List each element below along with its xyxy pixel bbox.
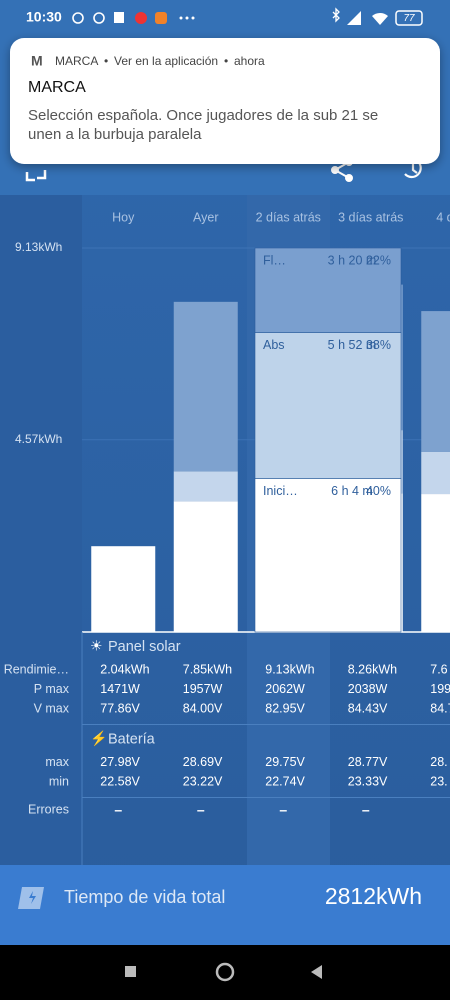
separator: • — [104, 54, 108, 68]
x-tick-label: 4 días — [436, 210, 450, 224]
nav-bar — [0, 945, 450, 1000]
footer-bar — [0, 865, 450, 945]
battery-level: 77 — [403, 13, 415, 24]
cell: 7.6 — [430, 662, 447, 676]
cell: 28.77V — [348, 755, 388, 769]
popup-duration: 5 h 52 m — [328, 338, 377, 352]
popup-segment — [254, 478, 402, 633]
chart: 4.57kWh 9.13kWh Hoy Ayer 2 días atrás 3 días … — [15, 210, 450, 633]
cell: 23. — [430, 774, 447, 788]
y-tick-label: 9.13kWh — [15, 240, 62, 254]
popup-phase: Abs — [263, 338, 285, 352]
cell: – — [197, 802, 205, 818]
cell: 22.58V — [100, 774, 140, 788]
back-button[interactable] — [311, 965, 322, 979]
bar-segment — [91, 546, 156, 632]
popup-phase: Fl… — [263, 253, 286, 267]
cell: 8.26kWh — [348, 662, 397, 676]
section-icon: ☀ — [90, 638, 103, 654]
popup-percent: 22% — [366, 253, 391, 267]
popup-phase: Inici… — [263, 484, 298, 498]
cell: 7.85kWh — [183, 662, 232, 676]
cell: – — [362, 802, 370, 818]
cell: 27.98V — [100, 755, 140, 769]
home-button[interactable] — [215, 962, 235, 982]
cell: 1471W — [100, 682, 140, 696]
bar-segment — [173, 471, 238, 502]
separator: • — [224, 54, 228, 68]
cell: 23.22V — [183, 774, 223, 788]
recents-button[interactable] — [125, 966, 136, 977]
footer-label: Tiempo de vida total — [64, 887, 225, 907]
row-label: Rendimie… — [4, 662, 69, 676]
notification-source: Ver en la aplicación — [114, 54, 218, 68]
cell: 84.7 — [430, 701, 450, 715]
cell: 199 — [430, 682, 450, 696]
popup-percent: 38% — [366, 338, 391, 352]
cell: 2038W — [348, 682, 388, 696]
cell: 77.86V — [100, 701, 140, 715]
popup-segment — [254, 247, 402, 333]
cell: – — [114, 802, 122, 818]
status-icons — [72, 7, 388, 25]
row-label: min — [49, 774, 69, 788]
cell: 28.69V — [183, 755, 223, 769]
notification-app-icon: M — [31, 53, 43, 69]
battery-icon — [395, 10, 423, 26]
x-tick-label: 2 días atrás — [256, 210, 321, 224]
cell: 23.33V — [348, 774, 388, 788]
bar-segment — [173, 301, 238, 472]
x-tick-label: Hoy — [112, 210, 135, 224]
bar-segment — [421, 311, 450, 452]
bar-segment — [173, 501, 238, 632]
x-tick-label: 3 días atrás — [338, 210, 403, 224]
popup-duration: 6 h 4 m — [331, 484, 373, 498]
section-title: Panel solar — [108, 639, 181, 655]
bar-segment — [421, 494, 450, 632]
cell: – — [279, 802, 287, 818]
section-icon: ⚡ — [90, 730, 107, 747]
notification-title: MARCA — [28, 79, 86, 96]
popup-duration: 3 h 20 m — [328, 253, 377, 267]
cell: 84.43V — [348, 701, 388, 715]
row-label: max — [45, 755, 69, 769]
bar-segment — [421, 451, 450, 495]
y-tick-label: 4.57kWh — [15, 432, 62, 446]
section-title: Batería — [108, 731, 156, 747]
cell: 9.13kWh — [265, 662, 314, 676]
notification-app: MARCA — [55, 54, 98, 68]
cell: 28. — [430, 755, 447, 769]
row-label: P max — [34, 682, 70, 696]
cell: 29.75V — [265, 755, 305, 769]
cell: 82.95V — [265, 701, 305, 715]
popup-segment — [254, 332, 402, 479]
notification-card[interactable] — [10, 38, 440, 164]
label-column — [0, 195, 82, 865]
row-label: Errores — [28, 802, 69, 816]
cell: 1957W — [183, 682, 223, 696]
popup-percent: 40% — [366, 484, 391, 498]
notification-text: unen a la burbuja paralela — [28, 126, 202, 143]
cell: 2.04kWh — [100, 662, 149, 676]
notification-text: Selección española. Once jugadores de la… — [28, 107, 378, 124]
lightning-icon — [29, 891, 36, 904]
stats-table: ☀ Panel solar Rendimie… 2.04kWh 7.85kWh 9.13k… — [4, 632, 450, 865]
row-label: V max — [34, 701, 70, 715]
x-tick-label: Ayer — [193, 210, 218, 224]
clock: 10:30 — [26, 9, 62, 25]
notification-time: ahora — [234, 54, 265, 68]
cell: 2062W — [265, 682, 305, 696]
cell: 84.00V — [183, 701, 223, 715]
cell: 22.74V — [265, 774, 305, 788]
footer-value: 2812kWh — [325, 883, 422, 909]
